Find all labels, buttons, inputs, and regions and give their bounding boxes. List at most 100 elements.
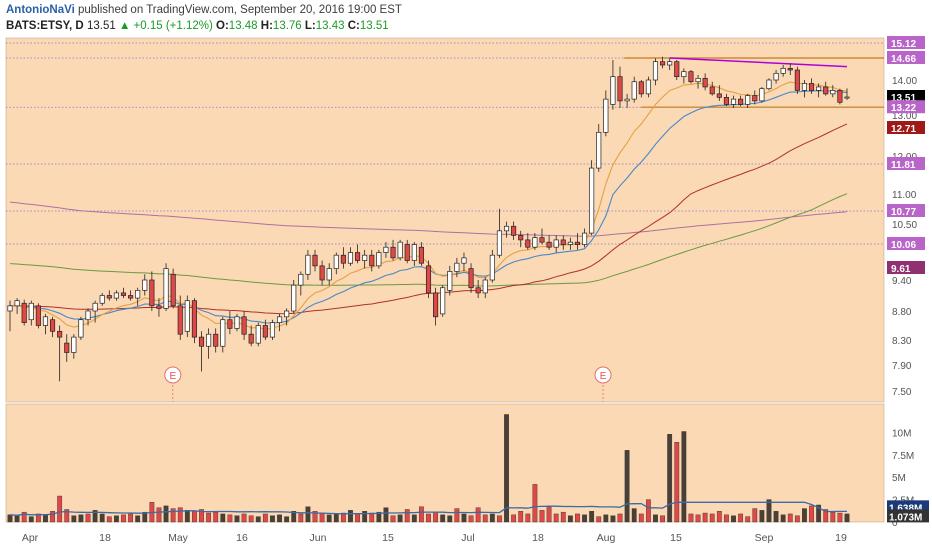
volume-bar: [631, 508, 637, 523]
volume-bar: [489, 513, 495, 523]
volume-bar: [844, 513, 850, 523]
close-label: C:: [347, 20, 360, 32]
candle-body: [667, 61, 673, 66]
candle-body: [468, 268, 474, 289]
time-tick-label: Aug: [597, 532, 616, 544]
volume-bar: [28, 516, 34, 523]
volume-bar: [291, 511, 297, 523]
volume-tick-label: 0: [892, 518, 898, 529]
high-value: 13.76: [272, 20, 302, 32]
volume-tick-label: 5M: [892, 473, 906, 484]
chart-header: AntonioNaVi published on TradingView.com…: [0, 0, 932, 38]
candle-body: [42, 316, 49, 326]
price-tick-label: 10.50: [892, 220, 917, 231]
candle-body: [766, 79, 772, 90]
author-link[interactable]: AntonioNaVi: [6, 4, 75, 16]
volume-tick-label: 10M: [892, 428, 911, 439]
time-tick-label: 15: [382, 532, 394, 544]
volume-bar: [816, 504, 822, 523]
low-value: 13.43: [315, 20, 345, 32]
candle-body: [709, 86, 715, 95]
candle-body: [461, 257, 467, 264]
candle-body: [234, 316, 240, 329]
volume-bar: [482, 514, 488, 523]
earnings-marker: [594, 366, 612, 384]
candle-body: [716, 93, 722, 98]
volume-bar: [475, 507, 481, 523]
candle-body: [383, 246, 389, 253]
candle-body: [184, 300, 190, 332]
volume-bar: [362, 511, 368, 523]
candle-body: [837, 90, 843, 103]
volume-bar: [348, 510, 353, 523]
candle-body: [511, 225, 517, 236]
trendline: [669, 57, 848, 68]
candle-body: [99, 295, 105, 304]
candle-body: [567, 241, 573, 245]
candle-body: [638, 81, 644, 95]
candle-body: [738, 98, 744, 105]
volume-bar: [369, 512, 375, 523]
volume-bar: [43, 514, 48, 523]
candle-body: [546, 241, 552, 248]
price-tick-label: 8.80: [892, 307, 912, 318]
candle-body: [454, 262, 460, 272]
time-tick-label: Jul: [461, 532, 474, 544]
price-change: +0.15 (+1.12%): [133, 20, 213, 32]
volume-bar: [340, 512, 346, 523]
price-tag: [887, 157, 925, 170]
candle-body: [418, 246, 424, 264]
candle-body: [35, 305, 41, 326]
candle-body: [71, 336, 77, 353]
price-tag-label: 15.12: [891, 39, 916, 50]
candle-body: [369, 254, 375, 267]
candle-body: [695, 77, 701, 83]
candle-body: [489, 254, 495, 281]
price-tag-label: 9.61: [891, 264, 911, 275]
volume-bar: [163, 505, 169, 523]
candle-body: [617, 76, 623, 102]
price-tag-label: 14.66: [891, 54, 916, 65]
price-tag: [887, 90, 925, 103]
candle-body: [156, 305, 162, 309]
volume-bar: [298, 513, 304, 523]
candle-body: [241, 316, 247, 335]
candle-body: [794, 69, 800, 91]
candle-body: [603, 98, 609, 133]
candle-body: [284, 310, 290, 318]
candle-body: [759, 88, 765, 102]
volume-bar: [766, 499, 772, 523]
candle-body: [120, 292, 127, 296]
candle-body: [645, 79, 651, 95]
time-tick-label: 18: [532, 532, 544, 544]
candle-body: [773, 72, 779, 81]
candle-body: [64, 342, 70, 353]
volume-bar: [589, 511, 595, 523]
low-label: L:: [304, 20, 316, 32]
price-pane: [5, 37, 885, 403]
price-tag: [887, 51, 925, 64]
price-tick-label: 8.30: [892, 336, 912, 347]
candle-body: [532, 237, 538, 248]
volume-bar: [645, 499, 651, 523]
volume-bar: [823, 509, 829, 523]
candle-body: [14, 300, 20, 307]
volume-bar: [624, 450, 630, 523]
price-tag: [887, 237, 925, 250]
volume-bar: [660, 515, 665, 523]
volume-bar: [674, 442, 680, 523]
price-tick-label: 7.90: [892, 361, 912, 372]
volume-bar: [383, 507, 389, 523]
volume-bar: [688, 513, 694, 523]
earnings-label: E: [600, 371, 607, 382]
candle-body: [752, 95, 758, 102]
volume-bar: [830, 511, 836, 523]
candle-body: [560, 239, 566, 245]
candle-body: [340, 254, 346, 264]
candle-body: [163, 268, 169, 309]
candle-body: [177, 305, 183, 335]
candle-body: [823, 86, 829, 95]
volume-bar: [461, 513, 467, 523]
price-tag-label: 10.77: [891, 207, 916, 218]
